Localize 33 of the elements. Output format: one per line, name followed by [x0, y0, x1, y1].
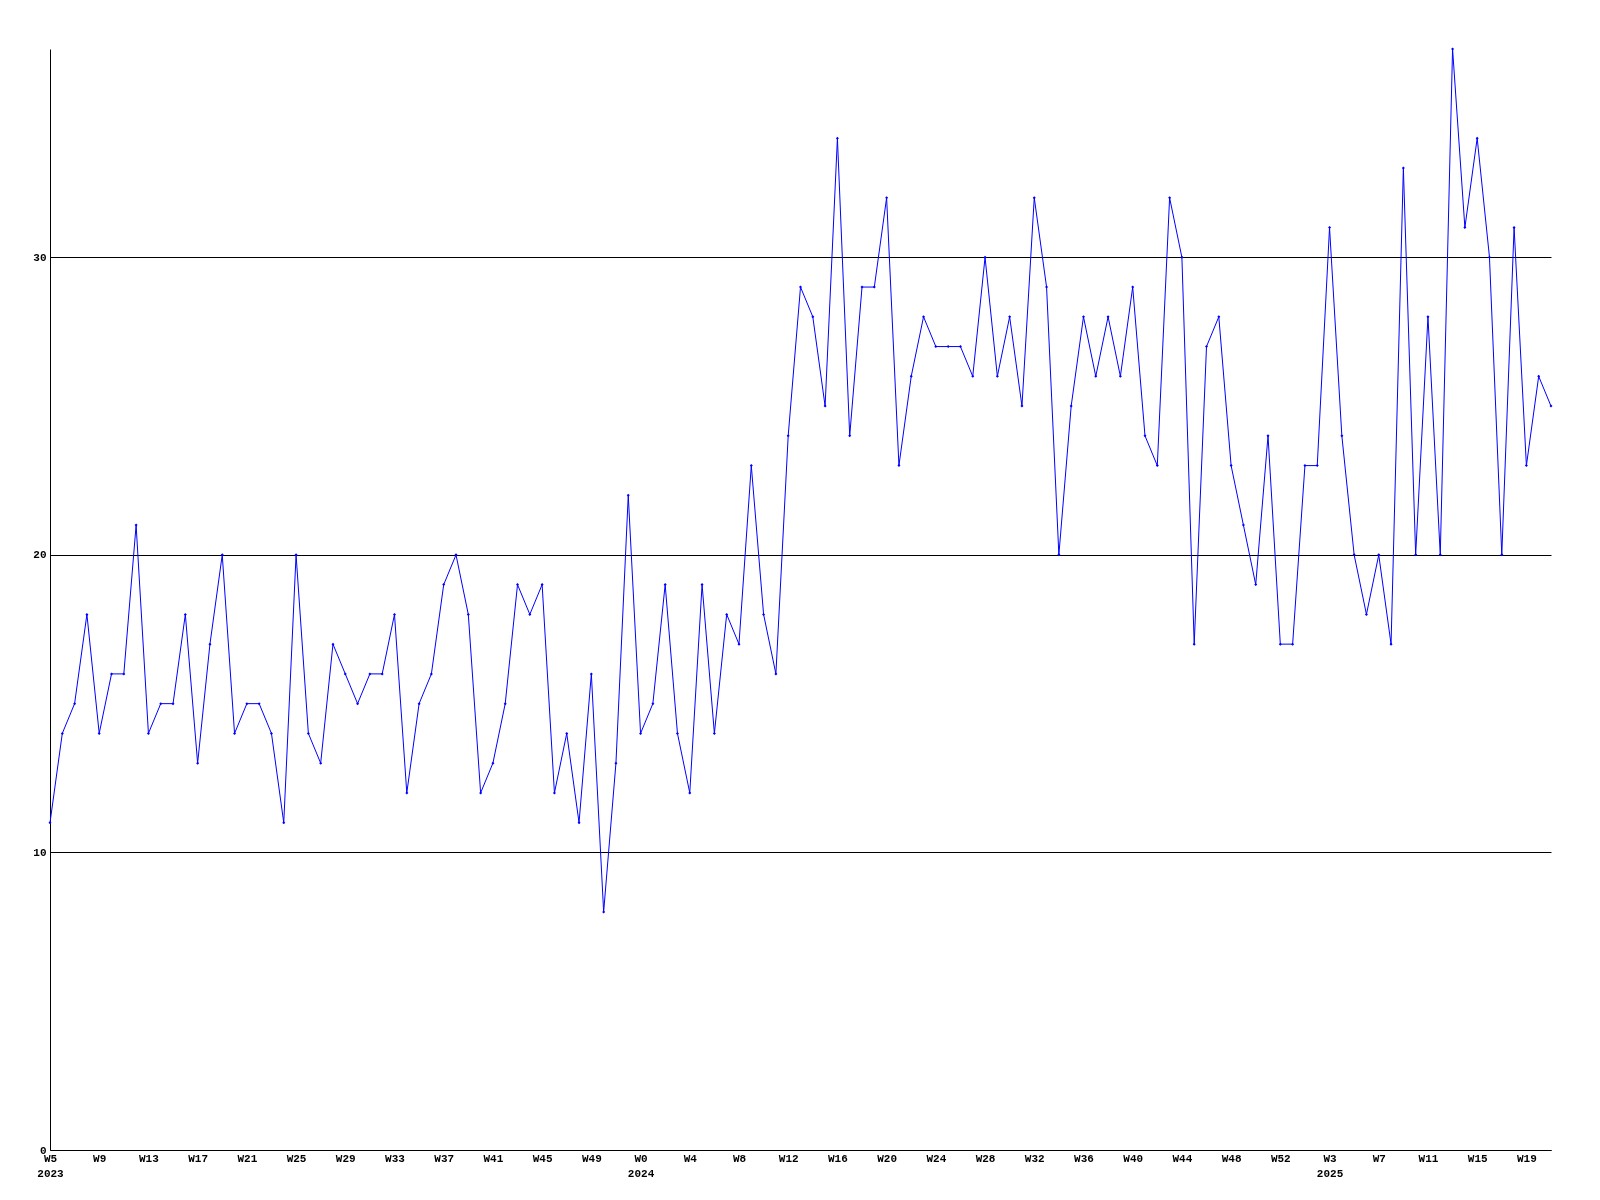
x-tick-label: W40	[1123, 1152, 1144, 1165]
x-tick-label: W41	[483, 1152, 504, 1165]
x-tick-label: W15	[1467, 1152, 1488, 1165]
x-tick-label: W33	[385, 1152, 406, 1165]
x-tick-label: W20	[877, 1152, 898, 1165]
x-tick-label: W16	[828, 1152, 848, 1165]
x-tick-label: W13	[139, 1152, 160, 1165]
x-tick-label: W28	[975, 1152, 996, 1165]
x-tick-label: W4	[683, 1152, 698, 1165]
x-tick-label: W7	[1372, 1152, 1386, 1165]
x-tick-label: W44	[1172, 1152, 1193, 1165]
x-tick-label: W3 2025	[1316, 1152, 1344, 1180]
x-tick-label: W52	[1270, 1152, 1291, 1165]
x-tick-label: W48	[1221, 1152, 1242, 1165]
x-tick-label: W12	[778, 1152, 799, 1165]
x-tick-label: W9	[93, 1152, 107, 1165]
x-tick-label: W19	[1516, 1152, 1537, 1165]
x-tick-label: W36	[1074, 1152, 1094, 1165]
x-tick-label: W29	[335, 1152, 356, 1165]
x-tick-label: W45	[532, 1152, 553, 1165]
x-tick-label: W8	[732, 1152, 747, 1165]
y-tick-label: 30	[33, 251, 47, 264]
x-tick-label: W17	[188, 1152, 209, 1165]
x-tick-label: W24	[926, 1152, 947, 1165]
x-tick-label: W21	[237, 1152, 258, 1165]
x-tick-label: W37	[434, 1152, 455, 1165]
x-tick-label: W49	[581, 1152, 602, 1165]
x-tick-label: W32	[1024, 1152, 1045, 1165]
x-tick-label: W11	[1418, 1152, 1439, 1165]
x-tick-label: W0 2024	[627, 1152, 655, 1180]
y-tick-label: 20	[33, 549, 47, 562]
x-tick-label: W25	[286, 1152, 307, 1165]
y-tick-label: 10	[33, 846, 47, 859]
